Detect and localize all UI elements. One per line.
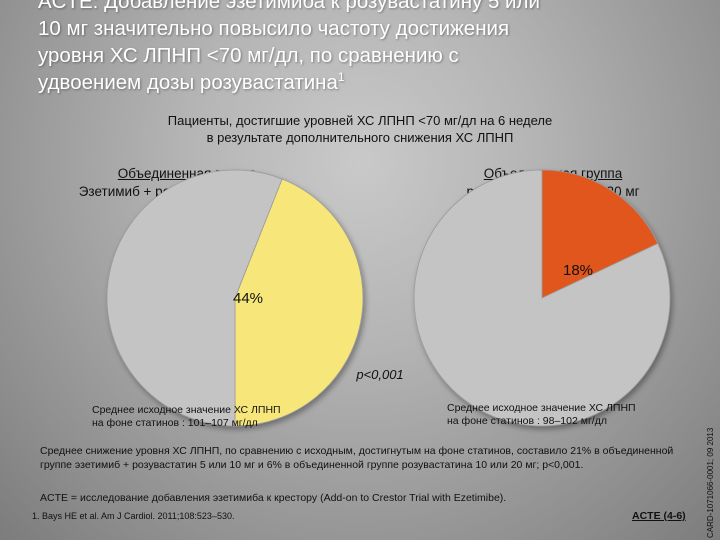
reference: 1. Bays HE et al. Am J Cardiol. 2011;108…	[32, 511, 235, 521]
abbreviation-note: ACTE = исследование добавления эзетимиба…	[40, 492, 507, 504]
footnote: Среднее снижение уровня ХС ЛПНП, по срав…	[40, 445, 674, 471]
title-line-1: ACTE: Добавление эзетимиба к розувастати…	[38, 0, 540, 13]
side-document-code: CARD-1071066-0001; 09 2013	[706, 427, 715, 538]
left-baseline-line-1: Среднее исходное значение ХС ЛПНП	[92, 404, 281, 416]
subtitle-line-2: в результате дополнительного снижения ХС…	[206, 130, 514, 145]
slide-title: ACTE: Добавление эзетимиба к розувастати…	[38, 0, 698, 96]
right-pie-percent-label: 18%	[563, 262, 593, 279]
title-reference-mark: 1	[337, 70, 345, 84]
study-tag: ACTE (4-6)	[632, 510, 686, 522]
left-pie-slice-remainder	[106, 169, 283, 427]
title-line-2: 10 мг значительно повысило частоту дости…	[38, 17, 510, 40]
right-pie-slice-achieved	[541, 169, 659, 299]
title-line-4: удвоением дозы розувастатина1	[38, 69, 698, 96]
title-line-3: уровня ХС ЛПНП <70 мг/дл, по сравнению с	[38, 44, 459, 67]
left-pie-percent-label: 44%	[233, 290, 263, 307]
title-line-4-text: удвоением дозы розувастатина	[38, 71, 338, 94]
right-baseline-note: Среднее исходное значение ХС ЛПНП на фон…	[447, 402, 707, 428]
right-baseline-line-2: на фоне статинов : 98–102 мг/дл	[447, 415, 607, 427]
left-pie-slice-achieved	[234, 178, 364, 427]
left-baseline-note: Среднее исходное значение ХС ЛПНП на фон…	[92, 404, 352, 430]
left-baseline-line-2: на фоне статинов : 101–107 мг/дл	[92, 417, 258, 429]
right-baseline-line-1: Среднее исходное значение ХС ЛПНП	[447, 402, 636, 414]
chart-subtitle: Пациенты, достигшие уровней ХС ЛПНП <70 …	[100, 112, 620, 146]
p-value-text: p<0,001	[356, 367, 404, 382]
p-value: p<0,001	[330, 367, 430, 382]
subtitle-line-1: Пациенты, достигшие уровней ХС ЛПНП <70 …	[167, 113, 553, 128]
left-pie	[106, 169, 364, 427]
right-pie	[413, 169, 671, 427]
right-pie-slice-remainder	[413, 169, 671, 427]
